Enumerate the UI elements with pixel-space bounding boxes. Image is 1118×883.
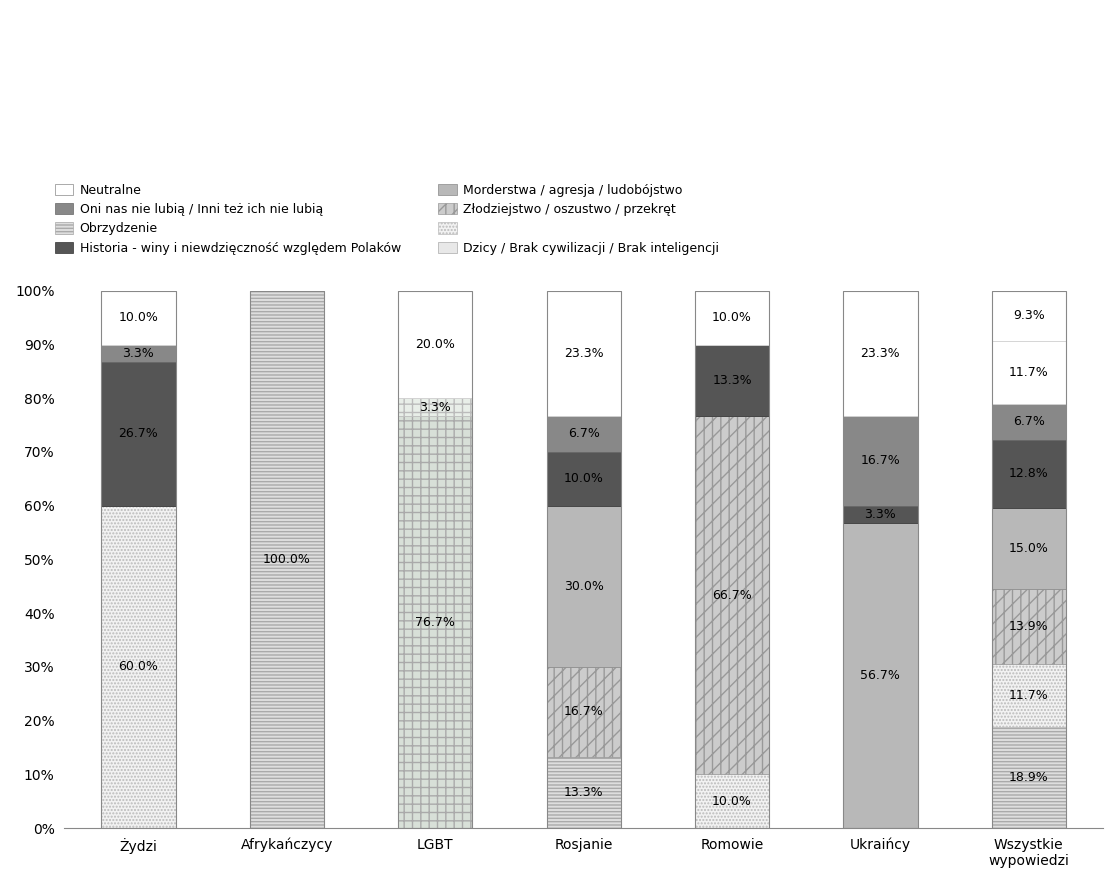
Text: 10.0%: 10.0% [712,795,752,808]
Bar [547,291,620,416]
Bar [695,291,769,344]
Bar [843,506,918,524]
Text: 11.7%: 11.7% [1008,689,1049,702]
Bar [695,774,769,828]
Text: 18.9%: 18.9% [1008,771,1049,784]
Text: 60.0%: 60.0% [119,660,159,674]
Bar [398,291,472,398]
Bar [547,506,620,667]
Bar [547,667,620,757]
Bar [398,416,472,828]
Text: 15.0%: 15.0% [1008,542,1049,555]
Bar [398,398,472,416]
Text: 56.7%: 56.7% [861,669,900,683]
Bar [695,344,769,416]
Bar [102,506,176,828]
Text: 23.3%: 23.3% [861,347,900,360]
Legend: Neutralne, Oni nas nie lubią / Inni też ich nie lubią, Obrzydzenie, Historia - w: Neutralne, Oni nas nie lubią / Inni też … [49,179,724,260]
Bar [992,440,1065,509]
Text: 10.0%: 10.0% [563,472,604,486]
Bar [843,291,918,828]
Text: 23.3%: 23.3% [563,347,604,360]
Bar [992,341,1065,404]
Text: 10.0%: 10.0% [712,311,752,324]
Bar [547,757,620,828]
Bar [992,404,1065,440]
Text: 10.0%: 10.0% [119,311,159,324]
Text: 9.3%: 9.3% [1013,309,1044,322]
Bar [992,727,1065,828]
Bar [992,291,1065,341]
Bar [992,509,1065,589]
Bar [695,416,769,774]
Text: 3.3%: 3.3% [419,401,451,413]
Text: 12.8%: 12.8% [1008,467,1049,480]
Text: 3.3%: 3.3% [123,347,154,360]
Bar [102,362,176,506]
Bar [695,291,769,828]
Bar [992,664,1065,727]
Text: 13.3%: 13.3% [712,374,751,387]
Bar [249,291,324,828]
Text: 16.7%: 16.7% [861,455,900,467]
Text: 6.7%: 6.7% [568,427,599,441]
Bar [843,416,918,506]
Bar [102,344,176,362]
Text: 13.3%: 13.3% [563,786,604,799]
Text: 11.7%: 11.7% [1008,366,1049,379]
Text: 76.7%: 76.7% [415,615,455,629]
Bar [992,589,1065,664]
Bar [843,291,918,416]
Bar [992,291,1065,828]
Bar [398,291,472,828]
Text: 20.0%: 20.0% [415,338,455,351]
Text: 13.9%: 13.9% [1008,620,1049,633]
Text: 30.0%: 30.0% [563,580,604,592]
Bar [547,416,620,452]
Text: 100.0%: 100.0% [263,553,311,566]
Text: 26.7%: 26.7% [119,427,159,441]
Text: 16.7%: 16.7% [563,706,604,718]
Bar [102,291,176,344]
Bar [547,291,620,828]
Text: 66.7%: 66.7% [712,589,752,601]
Text: 3.3%: 3.3% [864,508,897,521]
Bar [547,452,620,506]
Bar [843,524,918,828]
Bar [249,291,324,828]
Bar [102,291,176,828]
Text: 6.7%: 6.7% [1013,415,1044,428]
